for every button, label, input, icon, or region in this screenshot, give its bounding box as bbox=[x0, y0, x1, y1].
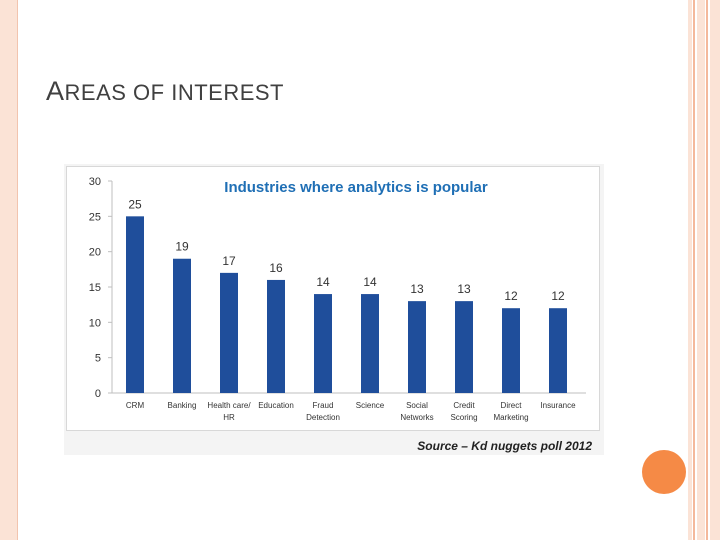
y-tick-label: 0 bbox=[95, 388, 101, 400]
y-tick-label: 10 bbox=[89, 317, 101, 329]
y-tick-label: 25 bbox=[89, 211, 101, 223]
y-tick-label: 20 bbox=[89, 247, 101, 259]
bar bbox=[455, 301, 473, 393]
x-axis-labels: CRM Banking Health care/HR Education Fraud De… bbox=[126, 401, 576, 422]
bar bbox=[173, 258, 191, 393]
y-tick-label: 30 bbox=[89, 176, 101, 188]
chart-source: Source – Kd nuggets poll 2012 bbox=[417, 439, 592, 453]
bar bbox=[220, 272, 238, 393]
data-label: 12 bbox=[504, 289, 518, 303]
slide-title: AREAS OF INTEREST bbox=[46, 76, 284, 107]
x-tick-label: Health care/HR bbox=[207, 401, 251, 422]
accent-circle bbox=[642, 450, 686, 494]
x-tick-label: CRM bbox=[126, 401, 145, 410]
slide-frame-left bbox=[0, 0, 18, 540]
x-tick-label: Direct Marketing bbox=[493, 401, 528, 422]
data-label: 13 bbox=[410, 282, 424, 296]
bar bbox=[126, 216, 144, 393]
chart-title: Industries where analytics is popular bbox=[224, 179, 488, 196]
data-label: 16 bbox=[269, 261, 283, 275]
slide-frame-right bbox=[688, 0, 720, 540]
bar bbox=[314, 294, 332, 393]
x-tick-label: Social Networks bbox=[400, 401, 433, 422]
x-tick-label: Credit Scoring bbox=[450, 401, 477, 422]
bar bbox=[408, 301, 426, 393]
x-tick-label: Insurance bbox=[540, 401, 576, 410]
slide-title-rest: REAS OF INTEREST bbox=[64, 80, 284, 105]
data-label: 19 bbox=[175, 240, 189, 254]
bar bbox=[267, 279, 285, 393]
slide-title-initial: A bbox=[46, 76, 65, 106]
data-label: 13 bbox=[457, 282, 471, 296]
data-label: 17 bbox=[222, 254, 236, 268]
x-tick-label: Banking bbox=[168, 401, 197, 410]
y-tick-label: 15 bbox=[89, 282, 101, 294]
data-label: 25 bbox=[128, 197, 142, 211]
bar bbox=[502, 308, 520, 393]
data-label: 14 bbox=[316, 275, 330, 289]
x-tick-label: Education bbox=[258, 401, 294, 410]
x-tick-label: Fraud Detection bbox=[306, 401, 340, 422]
bar bbox=[361, 294, 379, 393]
bar bbox=[549, 308, 567, 393]
bars: 25 19 17 16 14 14 13 13 12 12 bbox=[126, 197, 567, 393]
y-tick-label: 5 bbox=[95, 353, 101, 365]
data-label: 12 bbox=[551, 289, 565, 303]
x-tick-label: Science bbox=[356, 401, 385, 410]
data-label: 14 bbox=[363, 275, 377, 289]
